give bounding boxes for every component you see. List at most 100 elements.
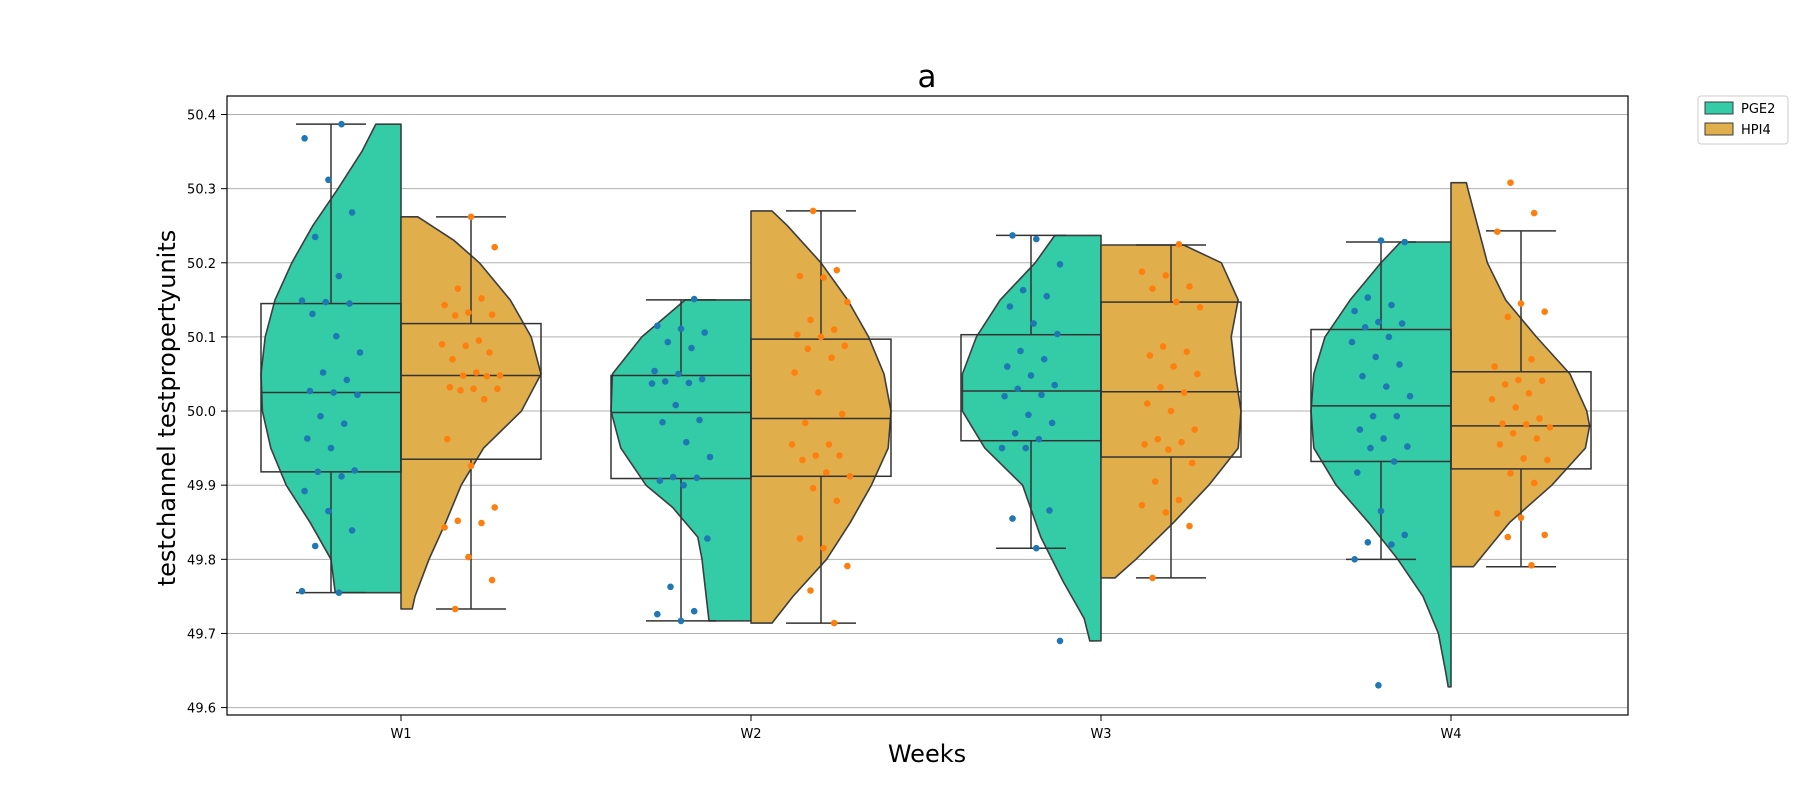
point-pge2 (1056, 637, 1064, 645)
point-hpi4 (465, 309, 472, 316)
point-pge2 (648, 380, 656, 387)
point-pge2 (1006, 303, 1014, 310)
point-hpi4 (449, 355, 456, 363)
legend-swatch-hpi4 (1704, 122, 1734, 136)
point-pge2 (1393, 412, 1401, 420)
point-hpi4 (470, 385, 477, 393)
point-pge2 (1359, 372, 1366, 380)
point-pge2 (690, 295, 698, 303)
point-pge2 (701, 329, 708, 336)
point-hpi4 (483, 372, 491, 380)
x-axis-label: Weeks (888, 740, 966, 768)
point-pge2 (304, 435, 311, 442)
point-pge2 (1009, 515, 1016, 522)
point-pge2 (356, 349, 364, 356)
point-pge2 (661, 378, 669, 385)
point-hpi4 (491, 504, 499, 511)
legend-label-hpi4: HPI4 (1741, 123, 1771, 138)
point-hpi4 (833, 497, 841, 505)
point-hpi4 (1541, 531, 1548, 539)
point-pge2 (654, 322, 661, 330)
x-tick-label: W2 (740, 727, 761, 742)
legend-label-pge2: PGE2 (1741, 102, 1775, 117)
point-pge2 (1035, 435, 1043, 443)
point-pge2 (672, 401, 679, 409)
point-hpi4 (1523, 421, 1530, 428)
point-pge2 (669, 473, 677, 481)
point-pge2 (327, 444, 335, 452)
point-pge2 (1401, 531, 1408, 539)
point-hpi4 (820, 274, 827, 281)
point-hpi4 (486, 349, 493, 356)
point-hpi4 (1507, 470, 1514, 477)
point-pge2 (1388, 301, 1395, 309)
point-pge2 (343, 376, 351, 384)
point-pge2 (1030, 320, 1037, 327)
point-hpi4 (457, 387, 464, 394)
box-hpi4-w3 (1100, 301, 1242, 458)
point-hpi4 (801, 419, 809, 427)
y-tick-label: 50.1 (187, 331, 216, 346)
point-pge2 (330, 389, 337, 396)
point-pge2 (348, 209, 356, 216)
point-pge2 (338, 120, 345, 128)
point-pge2 (1001, 392, 1008, 400)
y-tick-label: 49.8 (187, 553, 216, 568)
point-pge2 (1401, 238, 1408, 246)
point-pge2 (348, 527, 356, 534)
point-pge2 (301, 487, 308, 495)
violin-hpi4-w1 (400, 216, 542, 610)
point-hpi4 (1528, 562, 1535, 569)
point-hpi4 (1144, 400, 1151, 407)
point-hpi4 (1173, 298, 1180, 306)
point-hpi4 (833, 266, 841, 274)
point-hpi4 (1157, 384, 1164, 391)
point-pge2 (1396, 361, 1403, 368)
data-points (298, 120, 1554, 689)
legend: PGE2 HPI4 (1697, 95, 1789, 145)
point-pge2 (338, 473, 345, 480)
point-pge2 (1033, 544, 1040, 552)
box-hpi4-w4 (1450, 371, 1592, 470)
point-hpi4 (1146, 352, 1154, 359)
y-tick-label: 49.9 (187, 479, 216, 494)
point-hpi4 (1496, 441, 1504, 448)
point-pge2 (1351, 556, 1358, 563)
point-hpi4 (462, 342, 470, 350)
point-pge2 (1025, 411, 1032, 419)
point-pge2 (1348, 338, 1356, 346)
chart-title: a (918, 59, 937, 95)
point-hpi4 (794, 331, 801, 339)
point-hpi4 (809, 484, 817, 492)
point-hpi4 (809, 207, 817, 215)
point-hpi4 (823, 469, 830, 476)
point-hpi4 (1165, 446, 1172, 453)
point-pge2 (704, 535, 711, 542)
point-hpi4 (1512, 404, 1519, 411)
point-hpi4 (1494, 510, 1501, 517)
point-pge2 (654, 610, 661, 618)
y-tick-label: 50.0 (187, 405, 216, 420)
point-hpi4 (841, 342, 848, 350)
point-hpi4 (1544, 456, 1551, 464)
point-hpi4 (1517, 300, 1525, 307)
y-axis-ticks: 49.6 49.7 49.8 49.9 50.0 50.1 50.2 50.3 50.4 (187, 109, 227, 717)
point-hpi4 (441, 301, 448, 309)
point-hpi4 (1162, 272, 1169, 279)
point-pge2 (335, 272, 343, 280)
point-hpi4 (1151, 478, 1159, 485)
point-hpi4 (1183, 348, 1191, 356)
point-hpi4 (815, 389, 822, 396)
point-pge2 (1054, 330, 1061, 338)
point-pge2 (1354, 469, 1361, 476)
point-hpi4 (475, 337, 483, 344)
point-hpi4 (451, 312, 459, 319)
point-hpi4 (1515, 376, 1522, 384)
point-hpi4 (799, 456, 806, 464)
point-pge2 (688, 344, 695, 352)
point-pge2 (677, 617, 685, 625)
y-tick-label: 49.7 (187, 627, 216, 642)
point-pge2 (340, 420, 348, 428)
point-hpi4 (846, 473, 854, 480)
point-hpi4 (830, 619, 838, 627)
